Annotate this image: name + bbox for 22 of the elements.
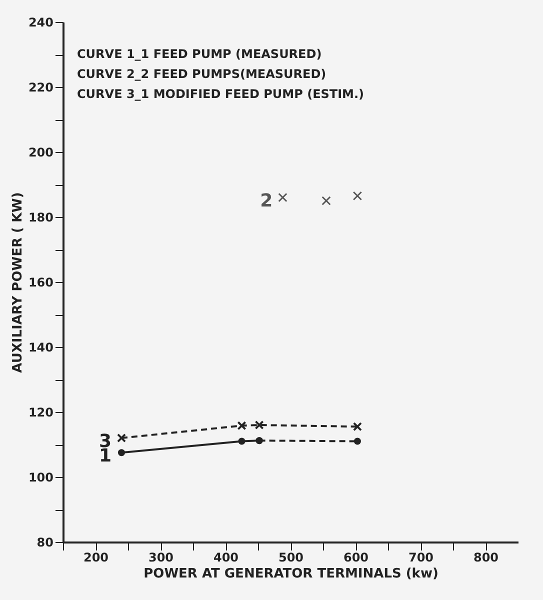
y-tick-label: 100	[28, 470, 54, 484]
x-tick-label: 400	[213, 550, 239, 564]
y-tick-label: 120	[28, 406, 54, 420]
annotation: CURVE 1_1 FEED PUMP (MEASURED)	[77, 47, 322, 61]
series-label: 2	[260, 190, 273, 212]
y-tick-label: 180	[28, 210, 54, 224]
x-tick-label: 200	[83, 550, 109, 564]
y-tick-label: 240	[28, 16, 54, 30]
y-tick-label: 160	[28, 276, 54, 290]
annotation: CURVE 2_2 FEED PUMPS(MEASURED)	[77, 67, 326, 81]
x-tick-label: 500	[278, 550, 304, 564]
y-tick-label: 140	[28, 340, 54, 354]
x-tick-label: 600	[343, 550, 369, 564]
y-axis-title: AUXILIARY POWER ( KW)	[10, 192, 26, 373]
x-axis-title: POWER AT GENERATOR TERMINALS (kw)	[144, 566, 438, 582]
y-tick-label: 80	[36, 536, 54, 550]
x-tick-label: 300	[148, 550, 174, 564]
y-tick-label: 220	[28, 80, 54, 94]
x-tick-label: 800	[473, 550, 499, 564]
x-tick-label: 700	[408, 550, 434, 564]
annotation: CURVE 3_1 MODIFIED FEED PUMP (ESTIM.)	[77, 87, 364, 101]
y-tick-label: 200	[28, 146, 54, 160]
